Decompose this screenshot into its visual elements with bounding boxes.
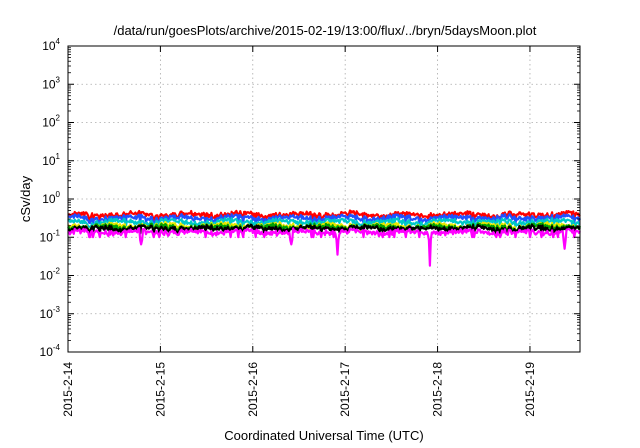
y-tick-label: 10-1 (40, 228, 61, 244)
y-tick-label: 10-2 (40, 267, 61, 283)
y-tick-label: 104 (42, 37, 60, 53)
y-tick-label: 10-4 (40, 343, 61, 359)
series-lines (67, 209, 582, 267)
series-line (67, 227, 581, 267)
y-tick-label: 103 (42, 75, 60, 91)
x-tick-label: 2015-2-16 (246, 362, 260, 417)
x-tick-label: 2015-2-14 (61, 362, 75, 417)
x-tick-label: 2015-2-15 (153, 362, 167, 417)
x-tick-label: 2015-2-17 (338, 362, 352, 417)
series-line (67, 223, 581, 235)
y-tick-label: 10-3 (40, 305, 61, 321)
axis-ticks: 10-4 10-3 10-2 10-1 100 101 102 103 104 2015-2-14… (40, 37, 580, 417)
y-tick-label: 102 (42, 114, 60, 130)
x-tick-label: 2015-2-18 (431, 362, 445, 417)
chart-title: /data/run/goesPlots/archive/2015-02-19/1… (114, 23, 537, 38)
series-line (67, 209, 581, 221)
grid (68, 46, 580, 352)
x-axis-label: Coordinated Universal Time (UTC) (224, 428, 423, 443)
y-axis-label: cSv/day (18, 175, 33, 222)
x-tick-label: 2015-2-19 (523, 362, 537, 417)
y-tick-label: 101 (42, 152, 60, 168)
y-tick-label: 100 (42, 190, 60, 206)
